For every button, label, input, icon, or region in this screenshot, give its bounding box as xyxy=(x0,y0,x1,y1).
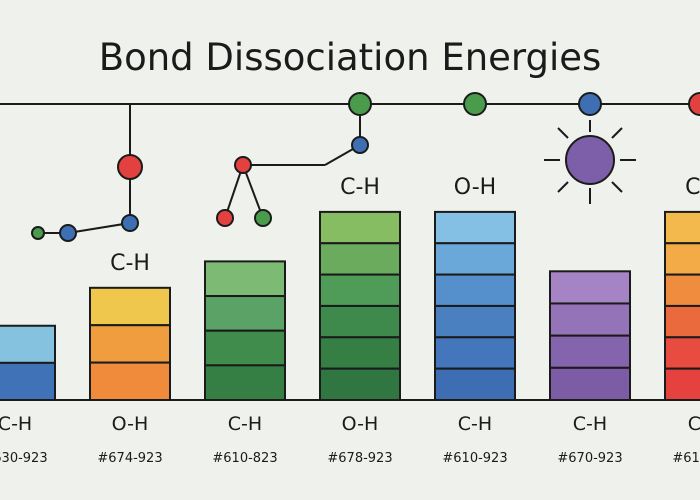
bars-group xyxy=(0,210,700,402)
bar-segment xyxy=(319,304,401,339)
bar-segment xyxy=(204,364,286,402)
network-branch-line xyxy=(67,222,131,234)
blue-atom-node xyxy=(351,136,369,154)
bar-segment xyxy=(434,242,516,276)
chart-title: Bond Dissociation Energies xyxy=(99,36,602,79)
bar-6 xyxy=(549,270,631,402)
bar-segment xyxy=(319,242,401,276)
bar-segment xyxy=(89,324,171,364)
sun-ray xyxy=(611,181,623,193)
bar-segment xyxy=(319,367,401,401)
network-branch-line xyxy=(242,164,264,219)
code-label: #678-923 xyxy=(327,451,392,466)
bar-segment xyxy=(664,273,700,307)
bar-segment xyxy=(434,336,516,370)
bar-segment xyxy=(434,304,516,339)
code-label: #610-923 xyxy=(672,451,700,466)
bar-top-label: C-H xyxy=(685,175,700,200)
bar-2 xyxy=(89,286,171,402)
bar-segment xyxy=(0,361,56,401)
bar-segment xyxy=(549,270,631,305)
bar-top-label: C-H xyxy=(340,175,380,200)
bar-top-label: C-H xyxy=(110,251,150,276)
bar-segment xyxy=(204,295,286,332)
sun-ray xyxy=(557,181,569,193)
bar-segment xyxy=(664,336,700,370)
purple-sun-atom xyxy=(565,135,615,185)
bar-top-label: O-H xyxy=(454,175,496,200)
code-label: #674-923 xyxy=(97,451,162,466)
category-label: C-H xyxy=(458,413,492,435)
network-branch-line xyxy=(224,164,244,219)
sun-ray xyxy=(557,127,569,139)
code-label: #610-923 xyxy=(442,451,507,466)
bar-segment xyxy=(549,334,631,369)
bar-segment xyxy=(434,273,516,307)
red-atom-node xyxy=(216,209,234,227)
bar-4 xyxy=(319,210,401,401)
bar-5 xyxy=(434,210,516,401)
code-label: #610-823 xyxy=(212,451,277,466)
bar-segment xyxy=(89,361,171,402)
blue-atom-node xyxy=(121,214,139,232)
green-atom-node xyxy=(31,226,45,240)
category-label: O-H xyxy=(342,413,379,435)
bar-segment xyxy=(434,210,516,245)
red-atom-node xyxy=(234,156,252,174)
bar-7 xyxy=(664,210,700,401)
bar-segment xyxy=(664,242,700,276)
green-atom-node xyxy=(348,92,372,116)
category-label: C-H xyxy=(688,413,700,435)
network-nodes xyxy=(31,92,700,242)
code-label: #630-923 xyxy=(0,451,48,466)
sun-ray xyxy=(611,127,623,139)
bar-1 xyxy=(0,324,56,401)
category-label: C-H xyxy=(228,413,262,435)
labels-group: C-H #630-923 O-H #674-923 C-H C-H #610-823 O-H #… xyxy=(0,175,700,466)
bar-segment xyxy=(204,260,286,298)
green-atom-node xyxy=(254,209,272,227)
bar-segment xyxy=(319,336,401,370)
code-label: #670-923 xyxy=(557,451,622,466)
green-atom-node xyxy=(463,92,487,116)
blue-atom-node xyxy=(59,224,77,242)
bar-segment xyxy=(319,210,401,245)
bar-segment xyxy=(664,210,700,245)
bar-segment xyxy=(204,329,286,367)
red-atom-node xyxy=(117,154,143,180)
bar-segment xyxy=(664,304,700,339)
bar-segment xyxy=(664,367,700,401)
bar-segment xyxy=(549,366,631,402)
bar-segment xyxy=(549,302,631,337)
bar-3 xyxy=(204,260,286,402)
category-label: C-H xyxy=(573,413,607,435)
blue-atom-node xyxy=(578,92,602,116)
bar-segment xyxy=(319,273,401,307)
bar-segment xyxy=(89,286,171,327)
red-atom-node xyxy=(688,92,700,116)
bar-segment xyxy=(434,367,516,401)
bar-segment xyxy=(0,324,56,364)
category-label: O-H xyxy=(112,413,149,435)
category-label: C-H xyxy=(0,413,32,435)
